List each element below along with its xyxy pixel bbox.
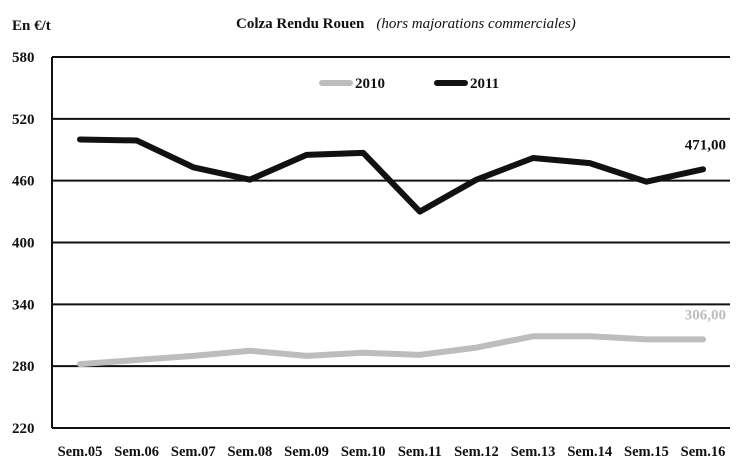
y-tick-label-580: 580 — [12, 50, 35, 66]
x-tick-label-3: Sem.07 — [171, 444, 216, 460]
end-label-2011: 471,00 — [685, 137, 726, 153]
x-tick-label-10: Sem.14 — [567, 444, 612, 460]
y-tick-label-280: 280 — [12, 359, 35, 375]
x-tick-label-4: Sem.08 — [228, 444, 273, 460]
x-tick-label-5: Sem.09 — [284, 444, 329, 460]
y-tick-label-520: 520 — [12, 112, 35, 128]
y-tick-label-400: 400 — [12, 236, 35, 252]
chart-title-line: Colza Rendu Rouen (hors majorations comm… — [236, 15, 576, 32]
chart-title: Colza Rendu Rouen — [236, 16, 365, 32]
end-labels: 306,00 471,00 — [685, 137, 726, 323]
x-tick-label-8: Sem.12 — [454, 444, 499, 460]
x-tick-label-2: Sem.06 — [114, 444, 159, 460]
legend: 2010 2011 — [319, 76, 499, 92]
series-line-2010 — [77, 333, 706, 368]
legend-label-2010: 2010 — [355, 76, 385, 92]
grid-lines — [51, 56, 730, 429]
y-tick-label-340: 340 — [12, 297, 35, 313]
x-axis-ticks: Sem.05 Sem.06 Sem.07 Sem.08 Sem.09 Sem.10 Sem.… — [58, 444, 726, 460]
y-tick-label-460: 460 — [12, 174, 35, 190]
x-tick-label-11: Sem.15 — [624, 444, 669, 460]
y-axis-unit-label: En €/t — [12, 18, 51, 34]
x-tick-label-12: Sem.16 — [681, 444, 726, 460]
x-tick-label-9: Sem.13 — [511, 444, 556, 460]
x-tick-label-1: Sem.05 — [58, 444, 103, 460]
legend-label-2011: 2011 — [470, 76, 499, 92]
x-tick-label-7: Sem.11 — [398, 444, 442, 460]
x-tick-label-6: Sem.10 — [341, 444, 386, 460]
y-axis-ticks: 220 280 340 400 460 520 580 — [12, 50, 35, 437]
y-tick-label-220: 220 — [12, 421, 35, 437]
series-lines — [77, 136, 706, 368]
series-line-2011 — [77, 136, 706, 215]
chart-subtitle: (hors majorations commerciales) — [376, 16, 575, 32]
end-label-2010: 306,00 — [685, 307, 726, 323]
